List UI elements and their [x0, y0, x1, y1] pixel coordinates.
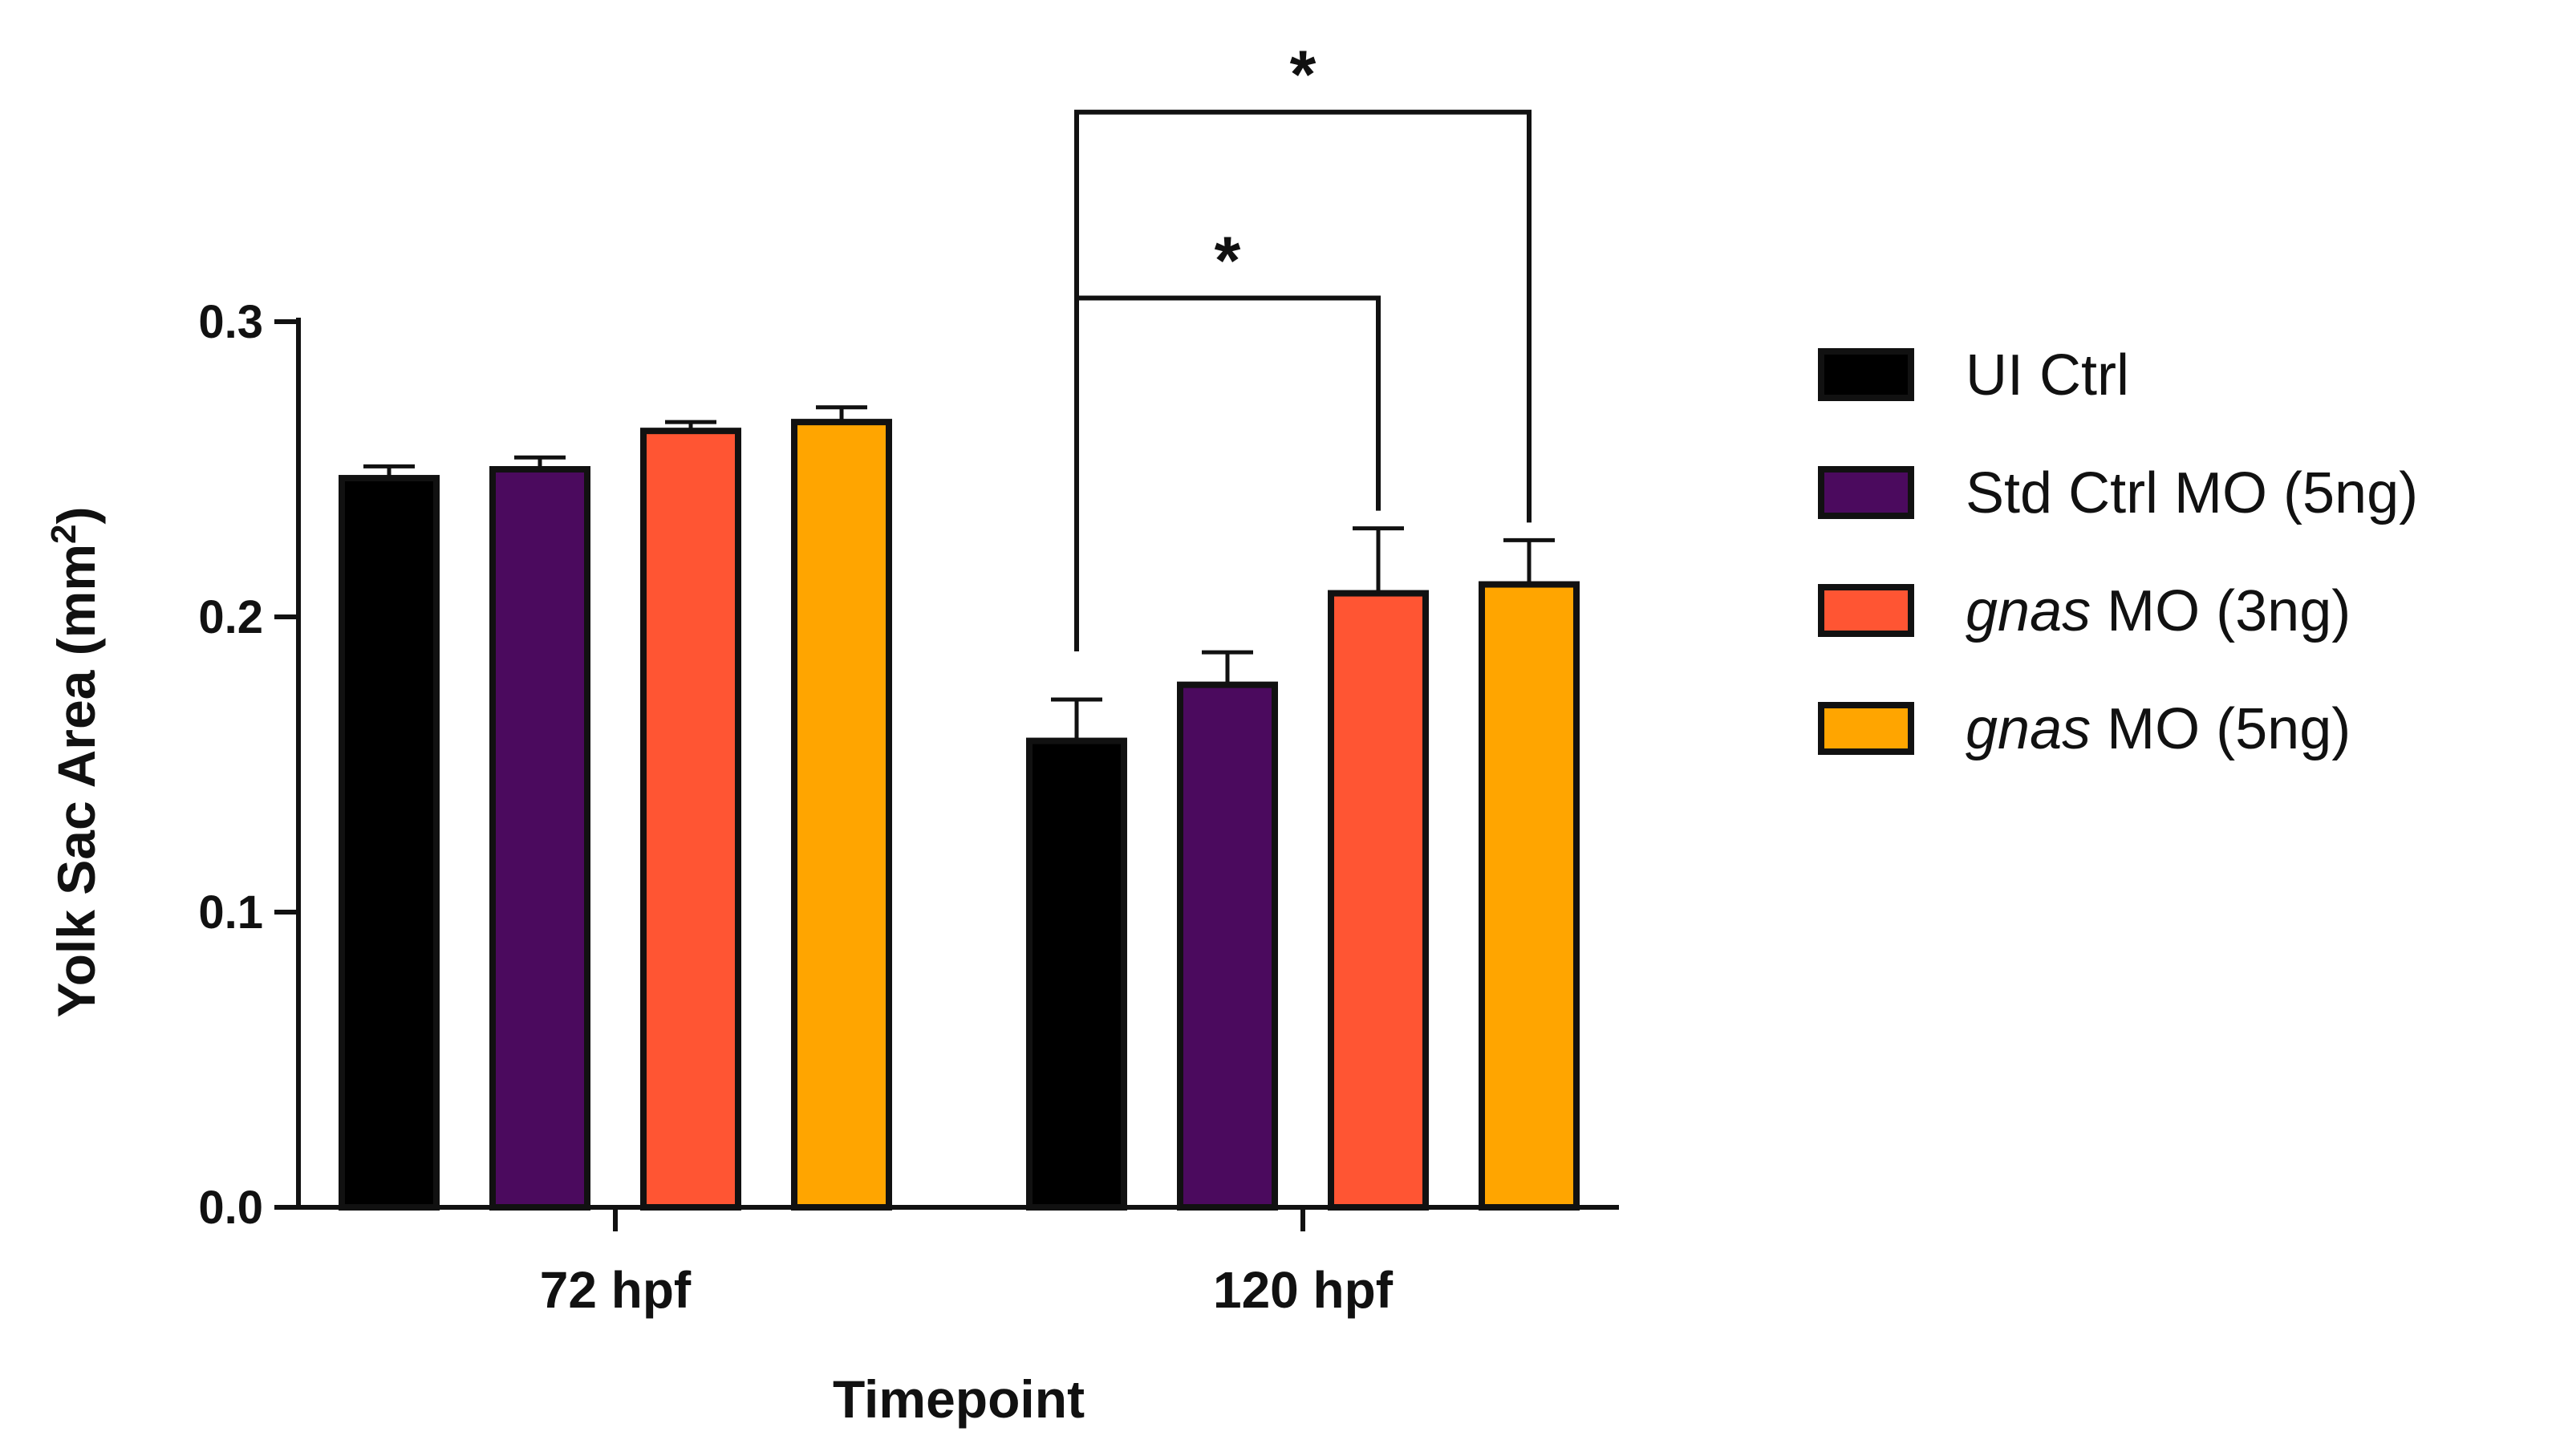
- legend-label: gnas MO (5ng): [1966, 697, 2351, 761]
- bar: [1026, 737, 1127, 1211]
- bars-layer: [339, 405, 1580, 1211]
- bar: [339, 475, 440, 1211]
- y-axis-title-close: ): [47, 506, 106, 524]
- y-axis-title: Yolk Sac Area (mm2): [44, 506, 107, 1017]
- bar: [640, 428, 741, 1211]
- y-tick-label: 0.0: [198, 1182, 263, 1234]
- significance-bracket: [1074, 109, 1532, 652]
- bar: [1479, 581, 1580, 1211]
- legend-label: UI Ctrl: [1966, 343, 2129, 408]
- y-tick-label: 0.1: [198, 886, 263, 939]
- axis-layer: 0.0 0.1 0.2 0.3 72 hpf 120 hpf: [198, 296, 1393, 1319]
- legend-swatch: [1818, 348, 1914, 401]
- legend-label: Std Ctrl MO (5ng): [1966, 461, 2418, 525]
- significance-label: *: [1290, 37, 1317, 112]
- legend-swatch: [1818, 702, 1914, 755]
- legend: UI Ctrl Std Ctrl MO (5ng) gnas MO (3ng) gna…: [1818, 343, 2418, 761]
- legend-label: gnas MO (3ng): [1966, 579, 2351, 643]
- y-tick-label: 0.3: [198, 296, 263, 348]
- legend-swatch: [1818, 466, 1914, 519]
- bar: [791, 419, 892, 1211]
- legend-swatch: [1818, 584, 1914, 637]
- x-tick-label: 72 hpf: [540, 1261, 692, 1319]
- y-axis-title-sup: 2: [44, 524, 83, 543]
- x-tick-label: 120 hpf: [1213, 1261, 1394, 1319]
- x-axis-title: Timepoint: [833, 1369, 1085, 1429]
- significance-layer: **: [1074, 37, 1532, 652]
- bar: [1177, 681, 1278, 1211]
- bar: [1328, 590, 1429, 1211]
- bar: [489, 466, 590, 1211]
- y-tick-label: 0.2: [198, 591, 263, 643]
- y-axis-title-main: Yolk Sac Area (mm: [47, 544, 106, 1018]
- significance-label: *: [1215, 223, 1241, 298]
